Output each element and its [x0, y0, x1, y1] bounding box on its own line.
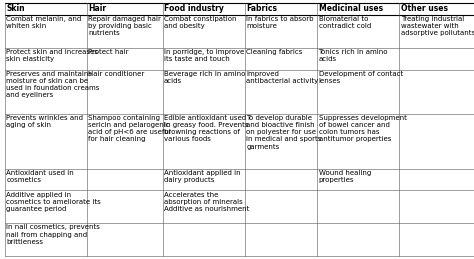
Text: Development of contact
lenses: Development of contact lenses [319, 71, 403, 84]
Text: Antioxidant applied in
dairy products: Antioxidant applied in dairy products [164, 170, 241, 183]
Text: Tonics rich in amino
acids: Tonics rich in amino acids [319, 49, 388, 62]
Text: Food industry: Food industry [164, 4, 224, 13]
Text: Hair: Hair [88, 4, 106, 13]
Text: Suppresses development
of bowel cancer and
colon tumors has
antitumor properties: Suppresses development of bowel cancer a… [319, 114, 406, 142]
Text: Edible antioxidant used
in greasy food. Prevents
browning reactions of
various f: Edible antioxidant used in greasy food. … [164, 114, 248, 142]
Text: In fabrics to absorb
moisture: In fabrics to absorb moisture [246, 16, 314, 29]
Text: Preserves and maintains
moisture of skin can be
used in foundation creams
and ey: Preserves and maintains moisture of skin… [6, 71, 100, 98]
Text: Treating industrial
wastewater with
adsorptive pollutants: Treating industrial wastewater with adso… [401, 16, 474, 36]
Text: Additive applied in
cosmetics to ameliorate its
guarantee period: Additive applied in cosmetics to amelior… [6, 191, 101, 212]
Text: Cleaning fabrics: Cleaning fabrics [246, 49, 302, 55]
Text: Prevents wrinkles and
aging of skin: Prevents wrinkles and aging of skin [6, 114, 83, 128]
Text: Wound healing
properties: Wound healing properties [319, 170, 371, 183]
Text: In nail cosmetics, prevents
nail from chapping and
brittleness: In nail cosmetics, prevents nail from ch… [6, 225, 100, 245]
Text: Protect hair: Protect hair [88, 49, 129, 55]
Text: Antioxidant used in
cosmetics: Antioxidant used in cosmetics [6, 170, 74, 183]
Text: Shampoo containing
sericin and pelarogenic
acid of pH<6 are useful
for hair clea: Shampoo containing sericin and pelarogen… [88, 114, 171, 142]
Text: Fabrics: Fabrics [246, 4, 277, 13]
Text: Combat constipation
and obesity: Combat constipation and obesity [164, 16, 237, 29]
Text: Combat melanin, and
whiten skin: Combat melanin, and whiten skin [6, 16, 82, 29]
Text: Other uses: Other uses [401, 4, 447, 13]
Text: Repair damaged hair
by providing basic
nutrients: Repair damaged hair by providing basic n… [88, 16, 161, 36]
Text: Beverage rich in amino
acids: Beverage rich in amino acids [164, 71, 246, 84]
Text: Medicinal uses: Medicinal uses [319, 4, 383, 13]
Text: Hair conditioner: Hair conditioner [88, 71, 145, 77]
Text: Accelerates the
absorption of minerals
Additive as nourishment: Accelerates the absorption of minerals A… [164, 191, 249, 212]
Text: Improved
antibacterial activity: Improved antibacterial activity [246, 71, 319, 84]
Text: To develop durable
and bioactive finish
on polyester for use
in medical and spor: To develop durable and bioactive finish … [246, 114, 321, 150]
Text: Skin: Skin [6, 4, 25, 13]
Text: In porridge, to improve
its taste and touch: In porridge, to improve its taste and to… [164, 49, 244, 62]
Text: Protect skin and increases
skin elasticity: Protect skin and increases skin elastici… [6, 49, 98, 62]
Text: Biomaterial to
contradict cold: Biomaterial to contradict cold [319, 16, 371, 29]
